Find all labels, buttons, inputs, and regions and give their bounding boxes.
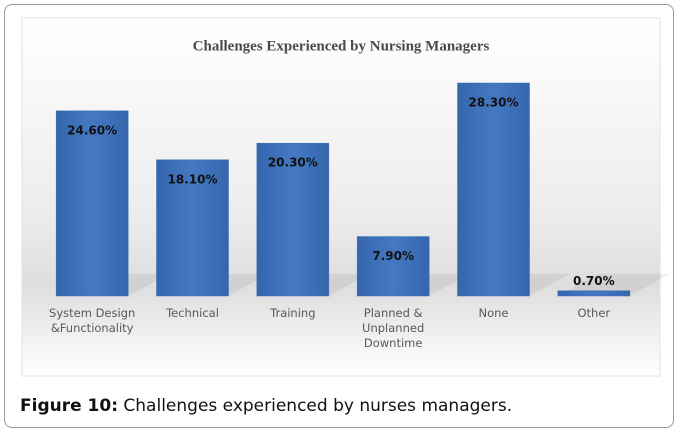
value-label: 7.90% [372,249,414,263]
x-tick-label: Training [270,306,316,320]
value-label: 20.30% [268,156,318,170]
figure-frame [4,4,674,428]
x-tick-label: None [478,306,509,320]
x-tick-label: Planned & Unplanned Downtime [362,306,425,350]
caption-text: Challenges experienced by nurses manager… [123,396,513,416]
value-label: 24.60% [67,123,117,137]
x-tick-label: Other [577,306,611,320]
caption-label: Figure 10: [20,396,118,416]
bar [557,290,631,297]
bar [55,110,129,297]
bar [356,236,430,297]
bar [256,142,330,297]
bar [457,82,530,297]
value-label: 0.70% [573,274,615,288]
x-tick-label: Technical [166,306,219,320]
bar [156,159,229,297]
x-tick-label: System Design &Functionality [49,306,136,335]
caption: Figure 10: Challenges experienced by nur… [20,396,512,416]
chart-title: Challenges Experienced by Nursing Manage… [193,38,490,54]
value-label: 18.10% [168,172,218,186]
value-label: 28.30% [469,96,519,110]
